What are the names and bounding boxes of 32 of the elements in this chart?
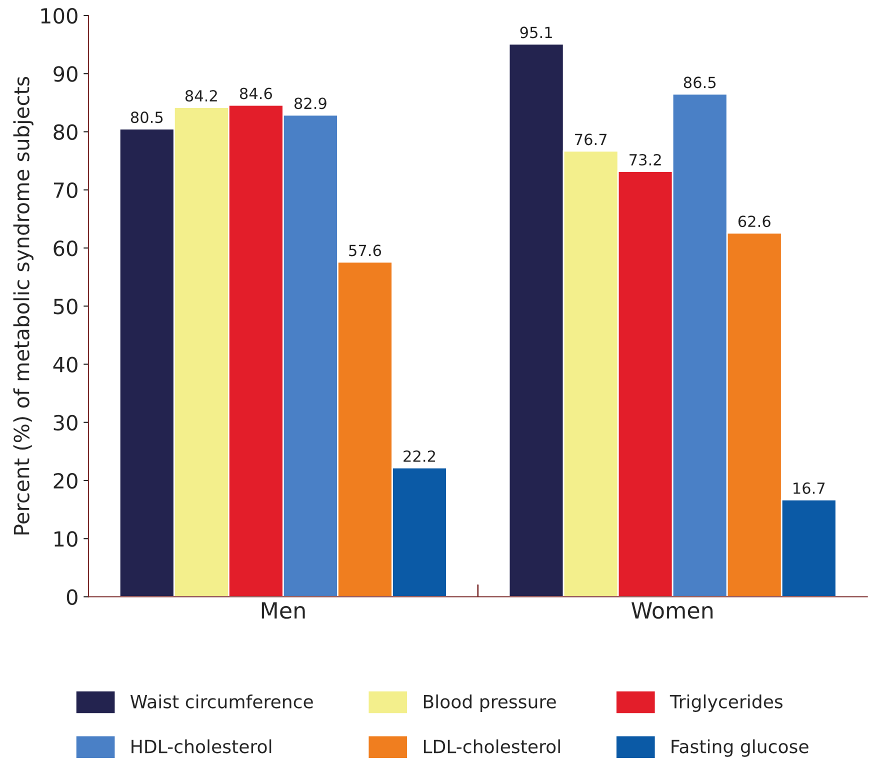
y-tick-label: 0 (66, 589, 78, 605)
legend-label: Waist circumference (130, 694, 313, 708)
data-label: 84.2 (185, 90, 217, 102)
data-label: 62.6 (738, 216, 770, 228)
legend-label: LDL-cholesterol (424, 739, 560, 754)
y-axis-title: Percent (%) of metabolic syndrome subjects (13, 76, 34, 534)
data-label: 16.7 (794, 482, 825, 494)
y-tick-label: 10 (54, 531, 78, 547)
legend-label: Triglycerides (670, 694, 782, 712)
y-tick-label: 90 (54, 66, 78, 82)
data-label: 22.2 (404, 450, 435, 462)
legend-label: Blood pressure (424, 694, 556, 712)
data-label: 86.5 (684, 76, 716, 88)
y-tick-label: 60 (54, 240, 78, 256)
y-tick-label: 100 (41, 8, 78, 24)
y-tick-label: 50 (54, 298, 78, 314)
data-label: 80.5 (130, 112, 163, 124)
data-label: 76.7 (575, 134, 607, 146)
legend-label: HDL-cholesterol (132, 739, 272, 754)
data-label: 84.6 (240, 88, 272, 100)
y-tick-label: 80 (54, 124, 78, 140)
y-tick-label: 20 (54, 472, 78, 489)
x-tick-label: Men (262, 602, 305, 619)
legend-label: Fasting glucose (672, 739, 808, 757)
data-label: 57.6 (349, 244, 382, 256)
y-tick-label: 40 (53, 356, 78, 372)
data-label: 82.9 (294, 98, 326, 110)
y-tick-label: 30 (54, 414, 78, 431)
data-label: 73.2 (630, 154, 661, 166)
data-label: 95.1 (520, 26, 552, 38)
x-tick-label: Women (632, 602, 713, 619)
y-tick-label: 70 (54, 182, 78, 198)
